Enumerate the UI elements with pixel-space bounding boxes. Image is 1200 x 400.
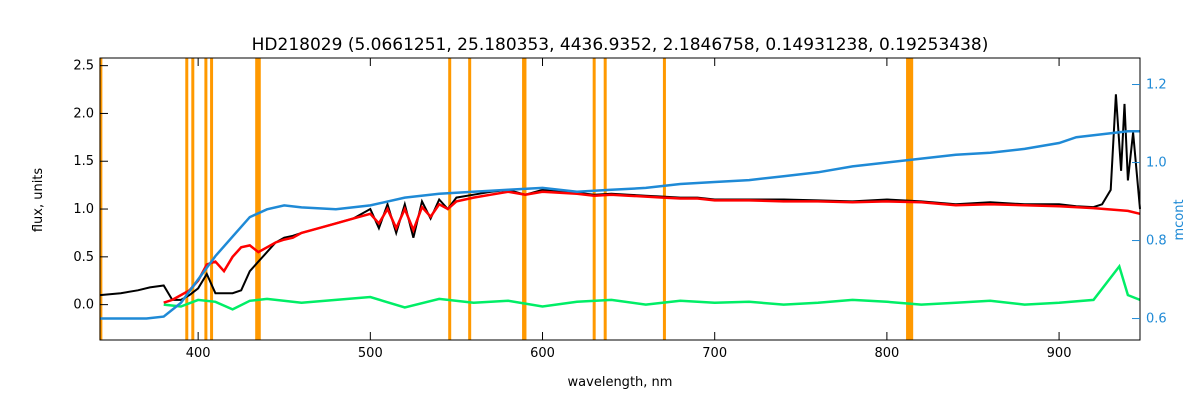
chart-title: HD218029 (5.0661251, 25.180353, 4436.935… (252, 35, 989, 55)
y-tick-label: 2.0 (73, 106, 94, 121)
x-tick-label: 600 (530, 346, 555, 361)
x-tick-label: 400 (186, 346, 211, 361)
x-tick-label: 500 (358, 346, 383, 361)
y2-tick-label: 0.8 (1146, 234, 1167, 249)
series-continuum-line (100, 130, 1140, 320)
y2-axis-title: mcont (1172, 199, 1187, 240)
y-tick-label: 0.5 (73, 250, 94, 265)
y-tick-label: 0.0 (73, 298, 94, 313)
series-residual-line (163, 263, 1141, 311)
series-observed-line (99, 94, 1141, 301)
y-tick-label: 1.5 (73, 154, 94, 169)
series-model-line (163, 190, 1141, 304)
x-tick-label: 900 (1047, 346, 1072, 361)
x-tick-label: 700 (702, 346, 727, 361)
y2-tick-label: 1.2 (1146, 78, 1167, 93)
y-tick-label: 2.5 (73, 59, 94, 74)
y2-tick-label: 1.0 (1146, 156, 1167, 171)
y2-tick-label: 0.6 (1146, 312, 1167, 327)
x-tick-label: 800 (874, 346, 899, 361)
x-axis-title: wavelength, nm (568, 375, 673, 390)
y-tick-label: 1.0 (73, 202, 94, 217)
y-axis-title: flux, units (31, 168, 46, 233)
plot-frame (99, 57, 1141, 341)
